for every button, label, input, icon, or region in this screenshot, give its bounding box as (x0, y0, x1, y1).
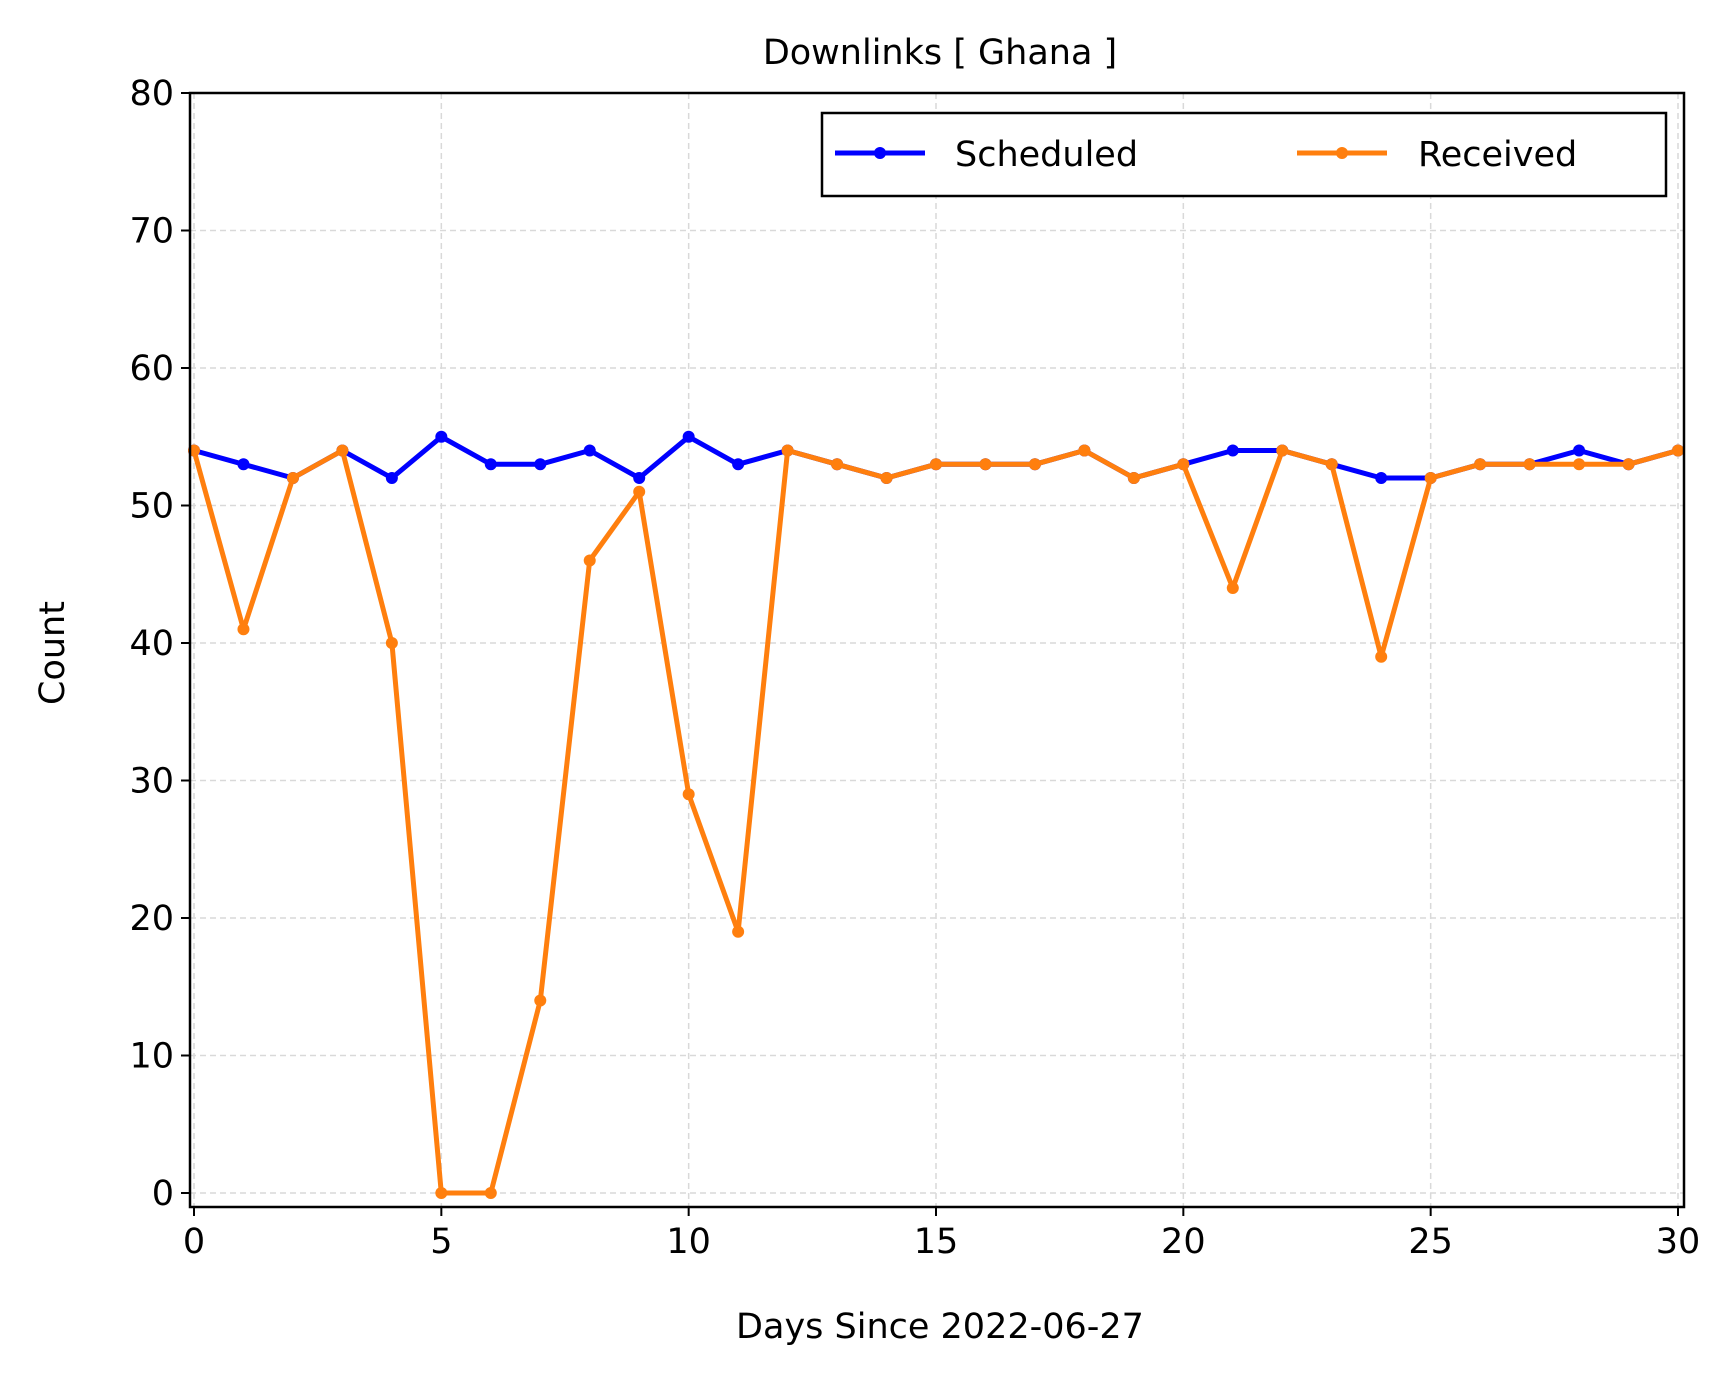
data-point (385, 637, 398, 649)
y-tick-label: 0 (152, 1174, 174, 1214)
data-point (484, 458, 497, 471)
y-tick-label: 10 (129, 1037, 174, 1077)
data-point (237, 623, 250, 636)
data-point (534, 458, 547, 471)
data-point (484, 1187, 497, 1199)
x-tick-label: 0 (183, 1222, 205, 1262)
x-tick-label: 5 (430, 1222, 452, 1262)
data-point (435, 1187, 448, 1199)
data-point (633, 485, 646, 498)
grid (190, 92, 1684, 1207)
data-point (1573, 444, 1586, 457)
y-tick-label: 60 (129, 349, 174, 389)
x-tick-label: 25 (1408, 1222, 1453, 1262)
x-tick-label: 20 (1161, 1222, 1206, 1262)
data-point (831, 458, 844, 471)
data-point (1325, 458, 1338, 471)
data-point (930, 458, 942, 471)
x-tick-label: 10 (666, 1222, 711, 1262)
chart-title: Downlinks [ Ghana ] (763, 33, 1117, 73)
legend: Scheduled Received (820, 111, 1668, 198)
x-axis: 0 5 10 15 20 25 30 (183, 1207, 1700, 1262)
series-line-received (191, 448, 1681, 1196)
data-point (1573, 458, 1586, 471)
data-point (1028, 458, 1041, 471)
x-tick-label: 15 (914, 1222, 959, 1262)
data-point (880, 472, 893, 484)
series-layer (188, 430, 1684, 1199)
x-tick-label: 30 (1656, 1222, 1701, 1262)
y-tick-label: 50 (129, 487, 174, 527)
data-point (435, 430, 448, 443)
y-tick-label: 40 (129, 624, 174, 664)
plot-frame (188, 91, 1686, 1209)
data-point (1375, 650, 1388, 663)
y-axis: 0 10 20 30 40 50 60 70 80 (129, 74, 190, 1214)
data-point (1622, 458, 1635, 471)
data-point (1424, 472, 1437, 484)
data-point (1226, 582, 1239, 594)
legend-label-scheduled: Scheduled (955, 135, 1138, 175)
data-point (1672, 444, 1684, 457)
y-tick-label: 30 (129, 762, 174, 802)
legend-frame (820, 111, 1668, 198)
y-tick-label: 20 (129, 899, 174, 939)
data-point (1474, 458, 1487, 471)
data-point (237, 458, 250, 471)
data-point (1078, 444, 1091, 457)
data-point (781, 444, 794, 457)
data-point (1226, 444, 1239, 457)
data-point (1276, 444, 1289, 457)
data-point (732, 925, 745, 938)
data-point (1177, 458, 1190, 471)
data-point (682, 788, 695, 801)
data-point (583, 444, 596, 457)
data-point (336, 444, 349, 457)
legend-label-received: Received (1418, 135, 1577, 175)
data-point (732, 458, 745, 471)
data-point (1523, 458, 1536, 471)
data-point (583, 554, 596, 567)
data-point (682, 430, 695, 443)
data-point (534, 994, 547, 1007)
data-point (385, 472, 398, 484)
data-point (979, 458, 992, 471)
data-point (1127, 472, 1140, 484)
legend-marker-received (1336, 147, 1348, 159)
legend-marker-scheduled (874, 147, 886, 159)
data-point (286, 472, 299, 484)
data-point (633, 472, 646, 484)
data-point (1375, 472, 1388, 484)
y-tick-label: 80 (129, 74, 174, 114)
y-tick-label: 70 (129, 212, 174, 252)
x-axis-label: Days Since 2022-06-27 (736, 1307, 1144, 1347)
y-axis-label: Count (33, 601, 73, 705)
